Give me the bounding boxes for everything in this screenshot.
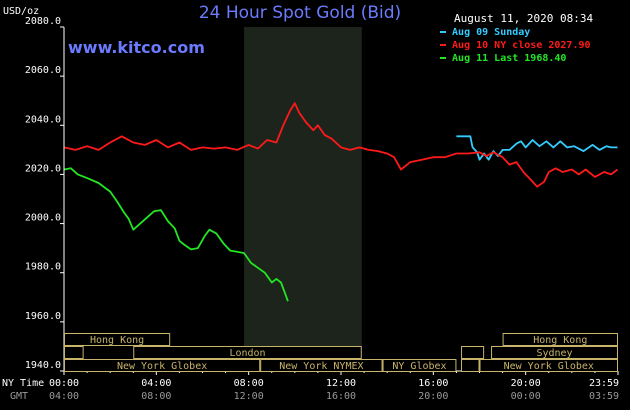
market-session-label: Hong Kong — [533, 335, 587, 346]
ny-time-tick-label: 08:00 — [234, 378, 264, 389]
y-tick-label: 1940.0 — [25, 360, 61, 371]
gmt-tick-label: 00:00 — [511, 391, 541, 402]
y-tick-label: 2080.0 — [25, 16, 61, 27]
series-line — [63, 167, 289, 302]
market-session-bar — [502, 333, 619, 346]
legend-item: Aug 11 Last 1968.40 — [440, 53, 591, 66]
legend: Aug 09 Sunday Aug 10 NY close 2027.90 Au… — [440, 27, 591, 66]
source-watermark: www.kitco.com — [68, 38, 205, 57]
ny-time-tick-label: 12:00 — [326, 378, 356, 389]
ny-time-tick-label: 04:00 — [141, 378, 171, 389]
legend-swatch — [440, 31, 446, 33]
legend-label: Aug 10 NY close 2027.90 — [452, 40, 591, 51]
series-line — [456, 135, 618, 161]
market-session-label: New York Globex — [504, 361, 594, 372]
market-session-label: London — [229, 348, 265, 359]
series-line — [63, 102, 619, 188]
gmt-tick-label: 03:59 — [589, 391, 619, 402]
y-tick-label: 2060.0 — [25, 65, 61, 76]
market-session-bar — [479, 359, 618, 372]
gmt-row-label: GMT — [10, 391, 29, 402]
gmt-tick-label: 20:00 — [418, 391, 448, 402]
legend-item: Aug 10 NY close 2027.90 — [440, 40, 591, 53]
y-tick-label: 2000.0 — [25, 213, 61, 224]
y-tick-label: 2020.0 — [25, 163, 61, 174]
ny-time-tick-label: 23:59 — [589, 378, 619, 389]
market-session-bar — [64, 333, 171, 346]
market-session-label: New York Globex — [117, 361, 207, 372]
gmt-tick-label: 08:00 — [141, 391, 171, 402]
ny-time-tick-label: 16:00 — [418, 378, 448, 389]
legend-label: Aug 11 Last 1968.40 — [452, 53, 567, 64]
market-session-bar — [461, 359, 480, 372]
market-session-bar — [260, 359, 383, 372]
legend-item: Aug 09 Sunday — [440, 27, 591, 40]
gmt-tick-label: 16:00 — [326, 391, 356, 402]
market-session-bar — [382, 359, 457, 372]
ny-time-tick-label: 20:00 — [511, 378, 541, 389]
market-session-label: Hong Kong — [90, 335, 144, 346]
market-session-label: New York NYMEX — [279, 361, 363, 372]
market-session-bar — [461, 346, 485, 359]
market-session-label: NY Globex — [392, 361, 446, 372]
legend-swatch — [440, 44, 446, 46]
y-tick-label: 1980.0 — [25, 262, 61, 273]
ny-time-tick-label: 00:00 — [49, 378, 79, 389]
y-axis-unit-label: USD/oz — [3, 6, 40, 17]
ny-time-row-label: NY Time — [2, 378, 45, 389]
y-tick-label: 2040.0 — [25, 114, 61, 125]
chart-datetime: August 11, 2020 08:34 — [454, 12, 594, 25]
legend-swatch — [440, 57, 446, 59]
chart-title: 24 Hour Spot Gold (Bid) — [198, 3, 402, 23]
shaded-session-region — [244, 27, 362, 371]
market-session-label: Sydney — [536, 348, 572, 359]
y-tick-label: 1960.0 — [25, 311, 61, 322]
gmt-tick-label: 12:00 — [234, 391, 264, 402]
market-session-bar — [64, 359, 261, 372]
market-session-bar — [491, 346, 618, 359]
gmt-tick-label: 04:00 — [49, 391, 79, 402]
legend-label: Aug 09 Sunday — [452, 27, 531, 38]
market-session-bar — [133, 346, 362, 359]
market-session-bar — [64, 346, 84, 359]
